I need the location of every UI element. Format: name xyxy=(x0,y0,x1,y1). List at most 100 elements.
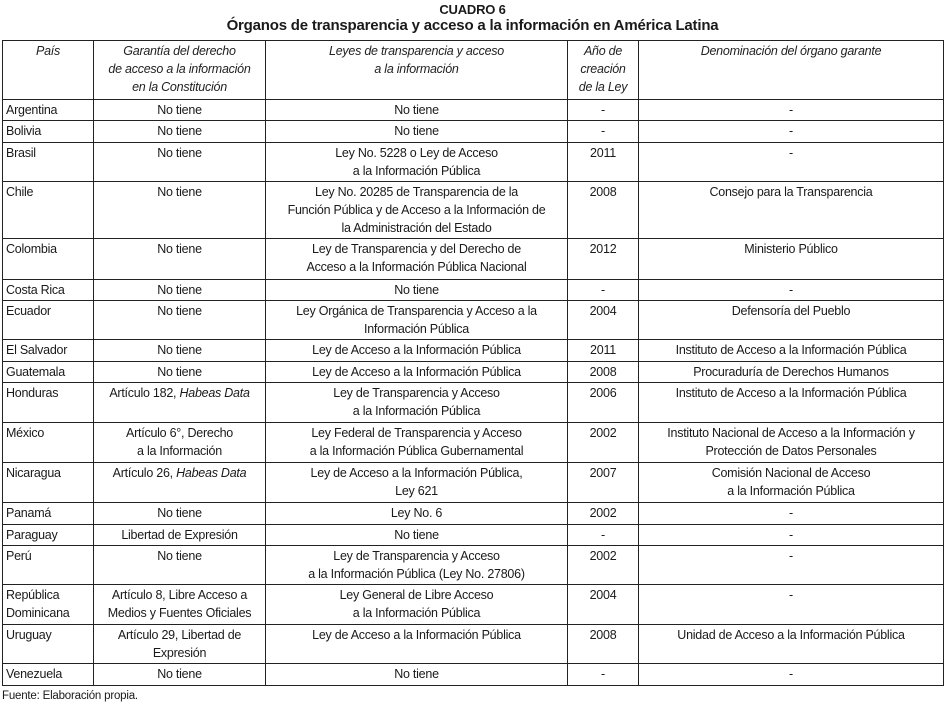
cell-law-text: No tiene xyxy=(394,283,439,297)
cell-body-text: Comisión Nacional de Acceso a la Informa… xyxy=(711,466,871,498)
cell-year-text: 2011 xyxy=(590,146,616,160)
cell-law-text: No tiene xyxy=(394,528,439,542)
cell-constitution-text: Artículo 6°, Derecho a la Información xyxy=(126,426,233,458)
cell-body-text: - xyxy=(789,588,793,602)
cell-body: - xyxy=(638,99,944,121)
table-row: Paraguay Libertad de Expresión No tiene - - xyxy=(2,524,944,546)
table-row: Chile No tiene Ley No. 20285 de Transparen… xyxy=(2,181,944,239)
table-row: Bolivia No tiene No tiene - - xyxy=(2,120,944,143)
cell-law: No tiene xyxy=(265,524,568,546)
cell-country-text: Guatemala xyxy=(6,365,65,379)
cell-country: Bolivia xyxy=(2,120,94,143)
cell-constitution: Artículo 182, Habeas Data xyxy=(93,382,266,423)
cell-constitution-text: No tiene xyxy=(157,103,202,117)
cell-year-text: 2012 xyxy=(589,242,617,256)
cell-constitution-text: No tiene xyxy=(157,185,202,199)
cell-country: Brasil xyxy=(2,142,94,182)
cell-country: Honduras xyxy=(2,382,94,423)
table-row: Uruguay Artículo 29, Libertad de Expresió… xyxy=(2,624,944,664)
cell-country-text: Nicaragua xyxy=(6,466,61,480)
cell-year-text: - xyxy=(601,528,605,542)
cell-body-text: Defensoría del Pueblo xyxy=(731,304,851,318)
cell-body-text: - xyxy=(789,528,793,542)
cell-body: Defensoría del Pueblo xyxy=(638,300,944,340)
cell-law: No tiene xyxy=(265,663,568,686)
cell-year: - xyxy=(567,120,639,143)
cell-body: - xyxy=(638,524,944,546)
cell-year: - xyxy=(567,524,639,546)
cell-constitution-text: No tiene xyxy=(157,283,202,297)
cell-law-text: Ley de Transparencia y del Derecho de Ac… xyxy=(306,242,527,274)
cell-country-text: Costa Rica xyxy=(6,283,65,297)
table-row: Panamá No tiene Ley No. 6 2002 - xyxy=(2,502,944,525)
cell-body: Ministerio Público xyxy=(638,238,944,280)
cell-law: Ley de Acceso a la Información Pública xyxy=(265,361,568,383)
cell-law-text: Ley Orgánica de Transparencia y Acceso a… xyxy=(296,304,537,336)
cell-law-text: Ley de Acceso a la Información Pública xyxy=(312,628,521,642)
header-row: País Garantía del derecho de acceso a la… xyxy=(2,40,944,100)
cell-body: - xyxy=(638,279,944,301)
cell-constitution-text: No tiene xyxy=(157,242,202,256)
cell-year-text: - xyxy=(601,103,605,117)
cell-year: 2004 xyxy=(567,300,639,340)
table-row: Colombia No tiene Ley de Transparencia y d… xyxy=(2,238,944,280)
table-row: República Dominicana Artículo 8, Libre Ac… xyxy=(2,584,944,625)
cell-year-text: 2007 xyxy=(589,466,617,480)
cell-country-text: Uruguay xyxy=(6,628,52,642)
source-note: Fuente: Elaboración propia. xyxy=(2,690,138,702)
column-header-garantia: Garantía del derecho de acceso a la info… xyxy=(93,40,266,100)
cell-year-text: 2008 xyxy=(589,628,617,642)
table-row: Nicaragua Artículo 26, Habeas Data Ley de … xyxy=(2,462,944,503)
cell-constitution: Artículo 6°, Derecho a la Información xyxy=(93,422,266,463)
cell-law: Ley de Transparencia y del Derecho de Ac… xyxy=(265,238,568,280)
cell-constitution: Artículo 29, Libertad de Expresión xyxy=(93,624,266,664)
cell-body: Comisión Nacional de Acceso a la Informa… xyxy=(638,462,944,503)
cell-constitution: No tiene xyxy=(93,339,266,362)
table-row: Costa Rica No tiene No tiene - - xyxy=(2,279,944,301)
table-label: CUADRO 6 xyxy=(439,2,506,17)
cell-year: 2002 xyxy=(567,502,639,525)
cell-year-text: - xyxy=(601,124,605,138)
cell-body: - xyxy=(638,502,944,525)
cell-country-text: Ecuador xyxy=(6,304,51,318)
cell-constitution-text: No tiene xyxy=(157,667,202,681)
cell-constitution-text: No tiene xyxy=(157,304,202,318)
cell-country: Venezuela xyxy=(2,663,94,686)
cell-country-text: El Salvador xyxy=(6,343,68,357)
cell-country: Uruguay xyxy=(2,624,94,664)
cell-body-text: Instituto de Acceso a la Información Púb… xyxy=(675,343,907,357)
cell-law: Ley de Acceso a la Información Pública, … xyxy=(265,462,568,503)
cell-constitution-text: Artículo 29, Libertad de Expresión xyxy=(117,628,242,660)
cell-law: Ley General de Libre Acceso a la Informa… xyxy=(265,584,568,625)
cell-constitution: No tiene xyxy=(93,502,266,525)
cell-body-text: Instituto de Acceso a la Información Púb… xyxy=(675,386,907,400)
table-row: Ecuador No tiene Ley Orgánica de Transpare… xyxy=(2,300,944,340)
cell-constitution: Libertad de Expresión xyxy=(93,524,266,546)
cell-country: República Dominicana xyxy=(2,584,94,625)
cell-country: Colombia xyxy=(2,238,94,280)
cell-body: Procuraduría de Derechos Humanos xyxy=(638,361,944,383)
cell-year-text: 2002 xyxy=(589,506,617,520)
cell-law: No tiene xyxy=(265,120,568,143)
cell-constitution: No tiene xyxy=(93,181,266,239)
cell-law-text: Ley No. 5228 o Ley de Acceso a la Inform… xyxy=(335,146,498,178)
table-title: Órganos de transparencia y acceso a la i… xyxy=(226,17,719,34)
cell-constitution: No tiene xyxy=(93,545,266,585)
cell-country: Chile xyxy=(2,181,94,239)
cell-law: Ley No. 6 xyxy=(265,502,568,525)
cell-country-text: Argentina xyxy=(6,103,58,117)
cell-country-text: Perú xyxy=(6,549,32,563)
cell-law-text: Ley de Acceso a la Información Pública xyxy=(312,365,521,379)
cell-body-text: Instituto Nacional de Acceso a la Inform… xyxy=(667,426,915,458)
cell-law-text: Ley de Acceso a la Información Pública xyxy=(312,343,521,357)
cell-country-text: Chile xyxy=(6,185,34,199)
cell-year: 2011 xyxy=(567,142,639,182)
table-row: Guatemala No tiene Ley de Acceso a la Info… xyxy=(2,361,944,383)
cell-country: Panamá xyxy=(2,502,94,525)
cell-constitution: Artículo 26, Habeas Data xyxy=(93,462,266,503)
cell-constitution: Artículo 8, Libre Acceso a Medios y Fuen… xyxy=(93,584,266,625)
cell-law-text: No tiene xyxy=(394,103,439,117)
cell-body-text: - xyxy=(789,124,793,138)
cell-law-text: Ley General de Libre Acceso a la Informa… xyxy=(339,588,494,620)
cell-year: 2004 xyxy=(567,584,639,625)
